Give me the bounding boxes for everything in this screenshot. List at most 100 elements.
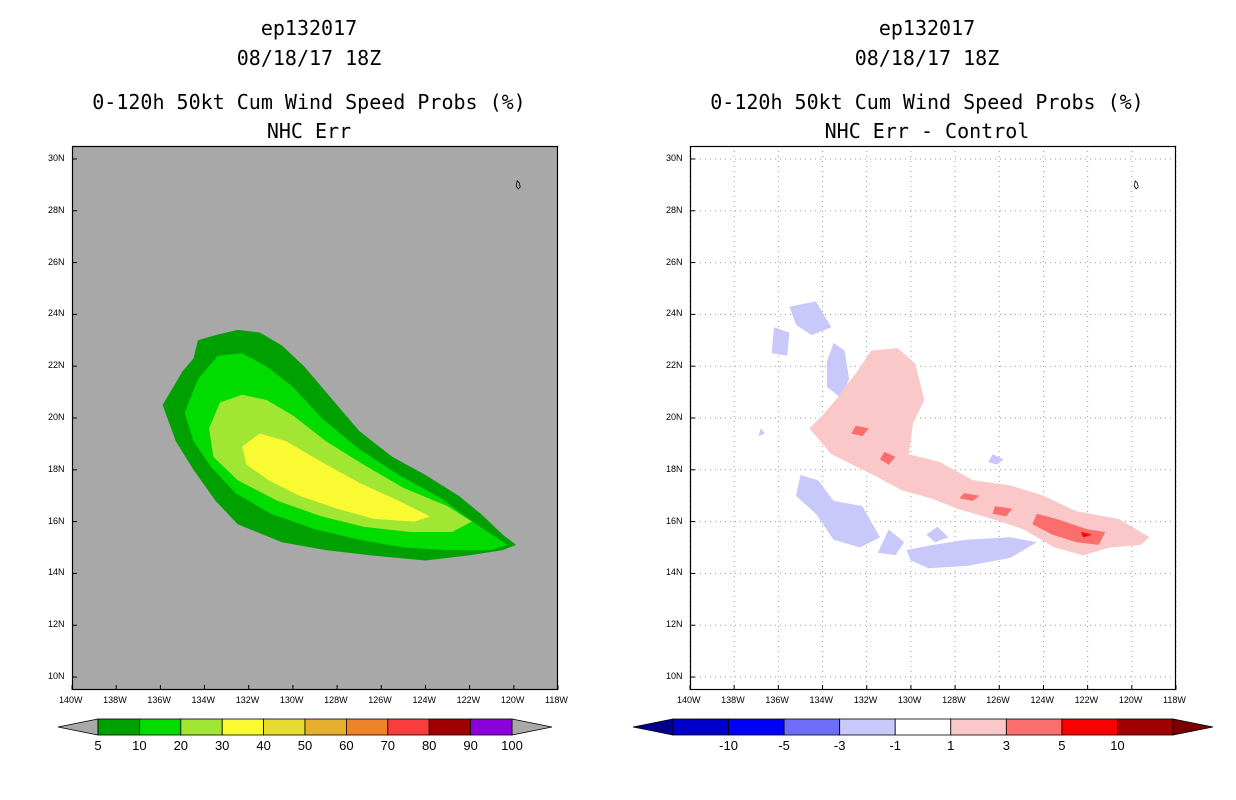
colorbar-label: 3 (1002, 738, 1010, 753)
y-tick-label: 12N (666, 619, 683, 630)
negative-region (926, 526, 949, 543)
x-tick-label: 124W (1030, 695, 1054, 705)
colorbar-label: 80 (421, 738, 437, 753)
storm-id-title: ep132017 (878, 16, 976, 40)
colorbar-swatch (221, 718, 264, 736)
colorbar-swatch (263, 718, 306, 736)
colorbar-label: 70 (380, 738, 396, 753)
colorbar-swatch (839, 718, 896, 736)
negative-region (906, 537, 1037, 569)
y-tick-label: 30N (666, 152, 683, 163)
colorbar-swatch (387, 718, 430, 736)
datetime-title: 08/18/17 18Z (236, 46, 382, 70)
x-tick-label: 128W (324, 695, 348, 705)
y-tick-label: 22N (48, 360, 65, 371)
chart-title: 0-120h 50kt Cum Wind Speed Probs (%) (92, 90, 526, 114)
colorbar-swatch (1005, 718, 1063, 736)
datetime-title: 08/18/17 18Z (854, 46, 1000, 70)
x-tick-label: 140W (59, 695, 83, 705)
y-tick-label: 26N (666, 256, 683, 267)
x-tick-label: 132W (853, 695, 878, 705)
contour-level-30 (242, 433, 430, 522)
colorbar-over-arrow (1172, 718, 1214, 736)
colorbar-swatch (672, 718, 729, 736)
x-tick-label: 134W (191, 695, 216, 705)
colorbar-swatch (470, 718, 513, 736)
x-tick-label: 130W (279, 695, 304, 705)
colorbar (632, 718, 1214, 736)
storm-id-title: ep132017 (260, 16, 358, 40)
colorbar-under-arrow (632, 718, 674, 736)
x-tick-label: 138W (721, 695, 745, 705)
colorbar-over-arrow (511, 718, 553, 736)
x-tick-label: 124W (412, 695, 436, 705)
positive-region (809, 348, 1150, 556)
y-tick-label: 12N (48, 619, 65, 630)
y-tick-label: 16N (48, 515, 65, 526)
colorbar-label: -5 (778, 738, 790, 753)
panel-nhc-err: ep132017 08/18/17 18Z 0-120h 50kt Cum Wi… (48, 16, 568, 753)
x-tick-label: 132W (235, 695, 260, 705)
y-tick-label: 22N (666, 360, 683, 371)
x-tick-label: 118W (1163, 695, 1186, 705)
x-tick-label: 122W (456, 695, 481, 705)
plot-background (690, 146, 1176, 690)
positive-region (959, 493, 980, 501)
colorbar-swatch (1117, 718, 1174, 736)
plot-area (689, 145, 1177, 691)
colorbar-label: 100 (501, 738, 523, 753)
colorbar-label: 90 (463, 738, 478, 753)
x-tick-label: 130W (897, 695, 922, 705)
y-tick-label: 18N (666, 463, 683, 474)
island-outline (515, 180, 521, 190)
colorbar-label: 30 (214, 738, 230, 753)
negative-region (796, 475, 880, 548)
positive-region (1081, 532, 1093, 538)
x-tick-label: 138W (103, 695, 127, 705)
x-tick-label: 126W (368, 695, 392, 705)
positive-region (851, 425, 869, 437)
colorbar-label: 10 (1110, 738, 1125, 753)
x-tick-label: 120W (1118, 695, 1143, 705)
colorbar-swatch (894, 718, 952, 736)
x-tick-label: 128W (942, 695, 966, 705)
colorbar-label: -10 (719, 738, 738, 753)
y-tick-label: 28N (666, 204, 683, 215)
y-tick-label: 24N (48, 308, 65, 319)
colorbar-swatch (783, 718, 841, 736)
colorbar-label: 1 (947, 738, 955, 753)
chart-subtitle: NHC Err (266, 119, 352, 143)
plot-area (71, 145, 559, 691)
colorbar-label: -1 (889, 738, 901, 753)
y-tick-label: 10N (48, 671, 65, 682)
y-tick-label: 20N (48, 412, 65, 422)
colorbar-swatch (97, 718, 140, 736)
y-tick-label: 26N (48, 256, 65, 267)
x-tick-label: 136W (147, 695, 171, 705)
y-tick-label: 14N (48, 567, 65, 578)
colorbar-label: 50 (297, 738, 313, 753)
y-tick-label: 30N (48, 152, 65, 163)
chart-subtitle: NHC Err - Control (824, 119, 1030, 143)
colorbar-label: 5 (1058, 738, 1066, 753)
x-tick-label: 126W (986, 695, 1010, 705)
positive-region (880, 451, 896, 465)
x-tick-label: 134W (809, 695, 834, 705)
colorbar-label: 60 (339, 738, 354, 753)
colorbar-swatch (138, 718, 182, 736)
negative-region (988, 454, 1004, 465)
contour-level-20 (209, 394, 472, 532)
negative-region (877, 529, 905, 556)
x-tick-label: 118W (545, 695, 568, 705)
colorbar-swatch (428, 718, 472, 736)
island-outline (1133, 180, 1139, 190)
chart-title: 0-120h 50kt Cum Wind Speed Probs (%) (710, 90, 1144, 114)
negative-region (827, 342, 850, 398)
colorbar-label: 10 (132, 738, 147, 753)
x-tick-label: 120W (500, 695, 525, 705)
y-tick-label: 24N (666, 308, 683, 319)
colorbar-under-arrow (57, 718, 99, 736)
colorbar-label: 40 (256, 738, 271, 753)
y-tick-label: 20N (666, 412, 683, 422)
y-tick-label: 18N (48, 463, 65, 474)
